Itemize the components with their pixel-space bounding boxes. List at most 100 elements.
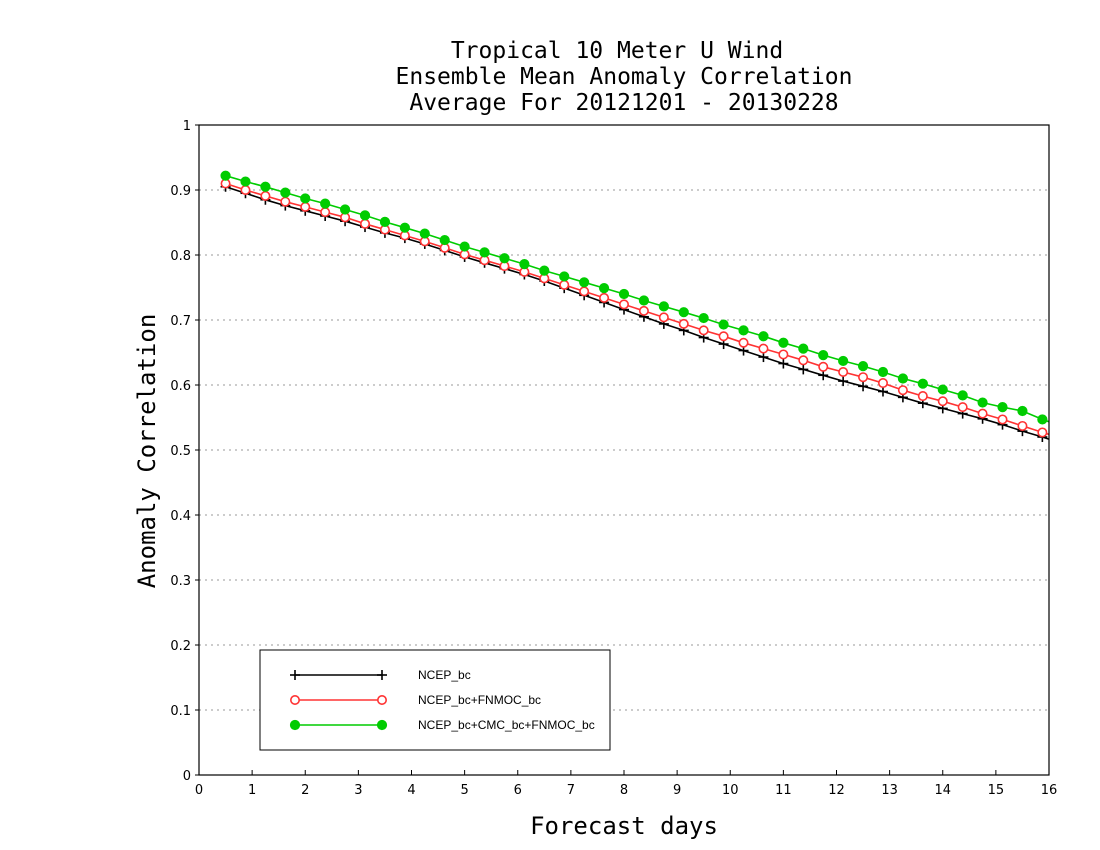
data-point	[599, 292, 610, 303]
data-point	[479, 247, 490, 258]
legend-marker	[377, 670, 387, 680]
data-point	[738, 337, 749, 348]
data-point	[738, 325, 749, 336]
series-2	[220, 170, 1067, 431]
data-point	[320, 198, 331, 209]
data-point	[838, 376, 849, 387]
legend-item: NCEP_bc	[290, 668, 471, 682]
x-tick-label: 6	[514, 783, 522, 798]
data-point	[499, 253, 510, 264]
data-point	[220, 170, 231, 181]
data-point	[658, 312, 669, 323]
data-point	[360, 218, 371, 229]
data-point	[638, 295, 650, 306]
data-point	[917, 391, 928, 402]
data-point	[758, 331, 769, 342]
data-point	[240, 176, 251, 187]
data-point	[579, 277, 590, 288]
data-point	[758, 343, 769, 354]
data-point	[798, 343, 809, 354]
data-point	[698, 325, 709, 336]
data-point	[778, 337, 789, 348]
chart-title: Tropical 10 Meter U Wind Ensemble Mean A…	[396, 38, 853, 116]
data-point	[877, 378, 888, 389]
data-point	[977, 408, 988, 419]
data-point	[260, 190, 271, 201]
data-point	[1058, 422, 1067, 431]
data-point	[718, 331, 729, 342]
x-tick-label: 11	[775, 783, 792, 798]
data-point	[419, 228, 430, 239]
legend-label: NCEP_bc+CMC_bc+FNMOC_bc	[418, 718, 595, 732]
data-point	[858, 381, 869, 392]
data-point	[399, 222, 410, 233]
x-axis-ticks: 0 1 2 3 4 5 6 7 8 9 10 11 12 13 14 15 16	[195, 770, 1057, 798]
legend-item: NCEP_bc+FNMOC_bc	[289, 693, 541, 707]
data-point	[778, 358, 789, 369]
y-tick-label: 0.3	[170, 574, 191, 589]
data-point	[320, 207, 331, 218]
data-point	[718, 319, 729, 330]
series-1	[220, 178, 1066, 442]
x-tick-label: 0	[195, 783, 203, 798]
x-tick-label: 13	[881, 783, 898, 798]
data-point	[638, 305, 649, 316]
data-point	[997, 414, 1008, 425]
y-tick-label: 0.4	[170, 509, 191, 524]
legend-marker	[290, 670, 300, 680]
data-point	[280, 187, 291, 198]
data-point	[1037, 414, 1048, 425]
x-tick-label: 7	[567, 783, 575, 798]
x-tick-label: 1	[248, 783, 256, 798]
data-point	[798, 355, 809, 366]
title-line-2: Ensemble Mean Anomaly Correlation	[396, 64, 853, 90]
data-point	[240, 185, 251, 196]
data-point	[1057, 439, 1067, 449]
legend-item: NCEP_bc+CMC_bc+FNMOC_bc	[289, 718, 595, 732]
data-point	[798, 364, 809, 375]
legend-label: NCEP_bc	[418, 668, 471, 682]
x-tick-label: 8	[620, 783, 628, 798]
x-tick-label: 10	[722, 783, 739, 798]
y-axis-label: Anomaly Correlation	[133, 314, 161, 589]
y-tick-label: 0.8	[170, 249, 191, 264]
y-tick-label: 0.2	[170, 639, 191, 654]
data-point	[877, 366, 889, 378]
data-point	[260, 181, 271, 192]
legend-marker	[376, 694, 387, 705]
data-point	[858, 372, 869, 383]
grid	[199, 189, 1049, 711]
data-point	[997, 402, 1008, 413]
data-point	[559, 271, 570, 282]
data-point	[1037, 427, 1048, 438]
y-tick-label: 0.9	[170, 184, 191, 199]
data-point	[339, 204, 351, 215]
data-point	[937, 396, 948, 407]
x-tick-label: 16	[1041, 783, 1058, 798]
legend-marker	[289, 694, 300, 705]
x-axis-label: Forecast days	[530, 812, 718, 840]
x-tick-label: 12	[828, 783, 845, 798]
legend: NCEP_bc NCEP_bc+FNMOC_bc NCEP_bc+CMC_bc+FN…	[259, 649, 611, 751]
legend-marker	[376, 719, 388, 731]
data-point	[658, 301, 669, 312]
data-point	[579, 286, 590, 297]
data-point	[300, 201, 311, 212]
data-point	[280, 196, 291, 207]
x-tick-label: 9	[673, 783, 681, 798]
data-point	[957, 402, 968, 413]
y-axis-ticks: 0 0.1 0.2 0.3 0.4 0.5 0.6 0.7 0.8 0.9 1	[170, 119, 199, 784]
data-point	[778, 349, 789, 360]
y-tick-label: 0	[183, 769, 191, 784]
data-point	[818, 350, 829, 361]
x-tick-label: 4	[407, 783, 415, 798]
data-point	[598, 283, 610, 294]
data-point	[1058, 434, 1066, 442]
data-point	[519, 259, 530, 270]
data-point	[897, 373, 909, 384]
data-point	[618, 299, 629, 310]
data-point	[897, 385, 908, 396]
y-tick-label: 0.1	[170, 704, 191, 719]
plot-frame	[198, 124, 1050, 776]
